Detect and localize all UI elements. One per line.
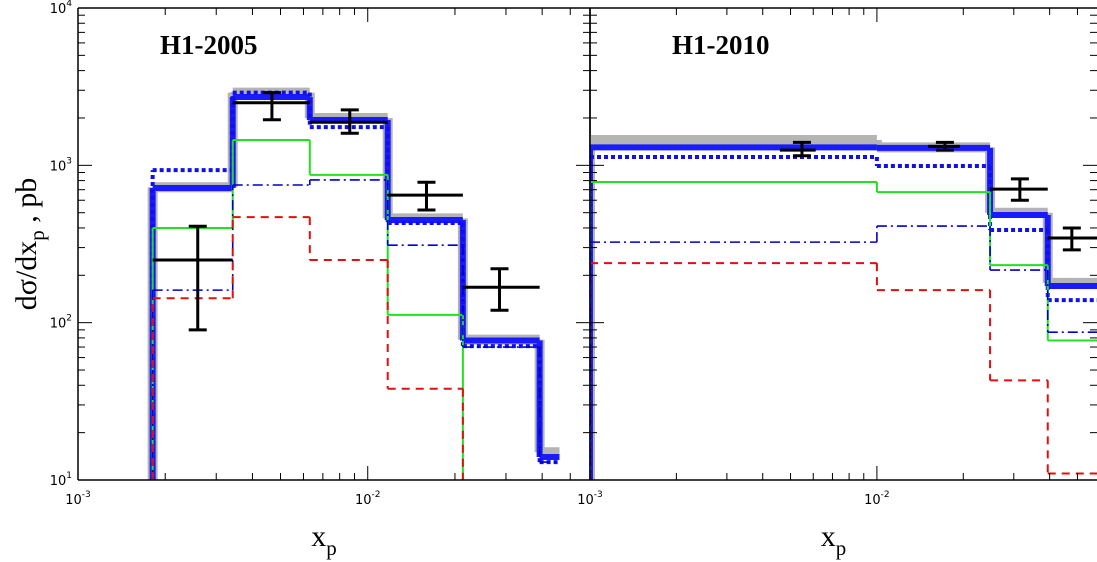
panel: 10-3 10-2 101 102 103 104 H1-2005 xp dσ/dxp , pb bbox=[10, 0, 591, 560]
x-tick-label: 10-3 bbox=[65, 490, 91, 508]
plot-area bbox=[147, 87, 560, 480]
panel: 10-3 10-2 H1-2010 xp bbox=[577, 7, 1097, 560]
panel-title: H1-2010 bbox=[672, 30, 770, 60]
panel-title: H1-2005 bbox=[160, 30, 258, 60]
y-tick-label: 104 bbox=[50, 0, 73, 17]
x-axis-label: xp bbox=[821, 520, 847, 560]
y-tick-label: 101 bbox=[50, 471, 72, 489]
x-axis-label: xp bbox=[311, 520, 337, 560]
x-tick-label: 10-2 bbox=[355, 490, 381, 508]
y-tick-label: 102 bbox=[50, 314, 72, 332]
y-tick-label: 103 bbox=[50, 156, 72, 174]
x-tick-label: 10-3 bbox=[577, 490, 603, 508]
plot-area bbox=[590, 134, 1097, 480]
x-tick-label: 10-2 bbox=[864, 490, 890, 508]
y-axis-label: dσ/dxp , pb bbox=[10, 178, 49, 311]
